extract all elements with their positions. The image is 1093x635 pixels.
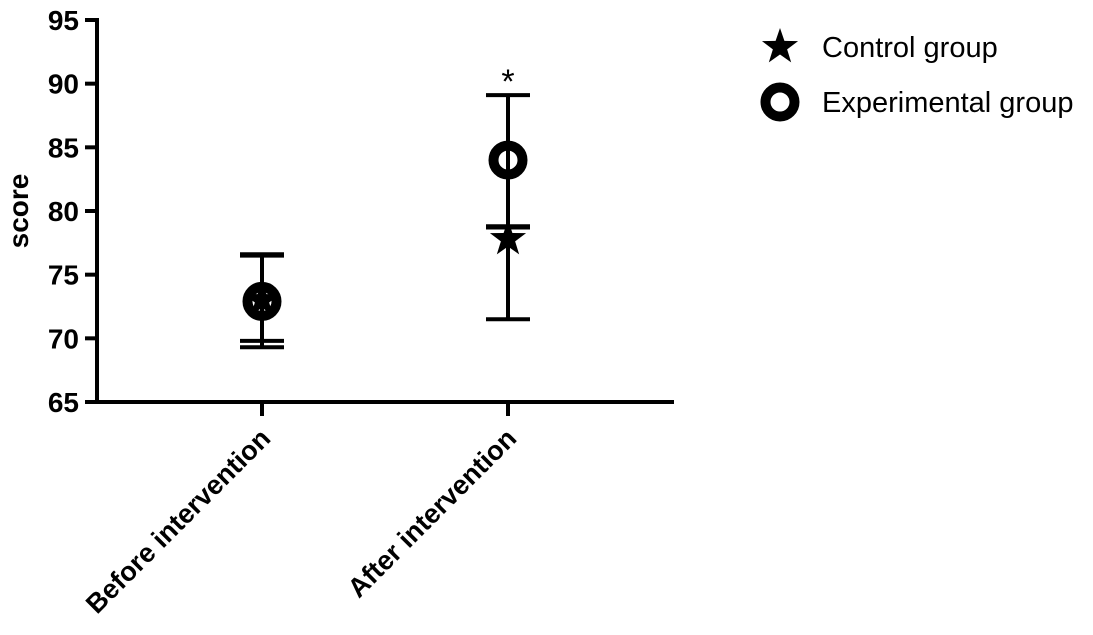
y-tick-label: 90 <box>48 69 79 100</box>
legend-marker-ring <box>760 82 800 122</box>
legend-label: Experimental group <box>822 87 1073 119</box>
plot-area: 65 70 75 80 85 90 95 score Before intervention Af… <box>3 5 674 619</box>
y-tick-label: 75 <box>48 260 79 291</box>
legend: Control group Experimental group <box>760 28 1073 122</box>
y-axis-label: score <box>3 174 34 249</box>
data-point-star <box>243 281 281 316</box>
legend-label: Control group <box>822 32 998 64</box>
legend-marker-star <box>761 28 799 63</box>
y-tick-label: 70 <box>48 323 79 354</box>
y-tick-label: 80 <box>48 196 79 227</box>
x-tick-label: Before intervention <box>80 423 276 619</box>
data-point-ring <box>242 281 282 321</box>
data-point-ring <box>488 140 528 180</box>
y-tick-label: 95 <box>48 5 79 36</box>
x-tick-label: After intervention <box>342 423 522 603</box>
y-tick-label: 85 <box>48 132 79 163</box>
data-point-star <box>489 220 527 255</box>
significance-annotation: * <box>501 63 514 101</box>
y-tick-label: 65 <box>48 387 79 418</box>
